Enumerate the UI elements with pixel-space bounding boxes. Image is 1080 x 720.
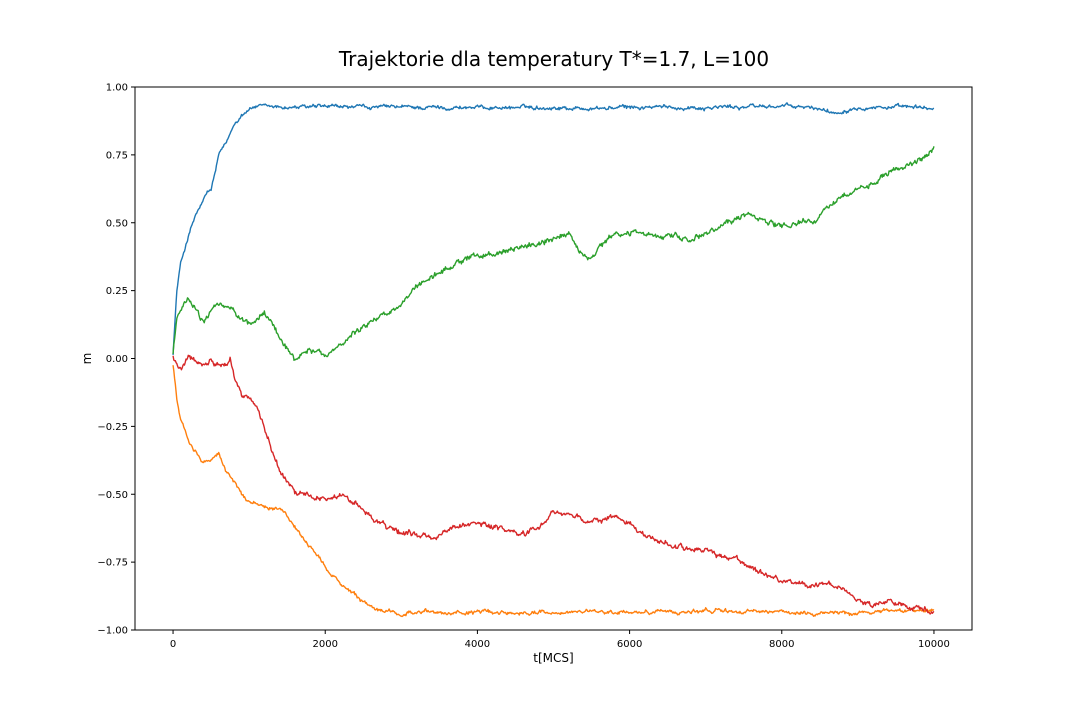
series-line-2: [172, 365, 935, 618]
y-tick-label: 0.50: [106, 218, 128, 229]
x-tick-label: 0: [170, 639, 176, 650]
x-axis-title: t[MCS]: [533, 651, 573, 665]
y-axis-title: m: [80, 353, 94, 365]
y-tick-label: −0.50: [97, 490, 128, 501]
series-line-3: [172, 146, 935, 362]
plot-frame: [134, 86, 973, 631]
x-tick-label: 4000: [465, 639, 490, 650]
y-tick-label: 0.00: [106, 354, 128, 365]
y-tick-label: −1.00: [97, 626, 128, 637]
x-tick-label: 10000: [918, 639, 950, 650]
chart-title: Trajektorie dla temperatury T*=1.7, L=10…: [338, 47, 769, 71]
y-tick-label: −0.25: [97, 422, 128, 433]
y-tick-label: 0.25: [106, 286, 128, 297]
x-tick-label: 8000: [769, 639, 794, 650]
y-tick-label: 1.00: [106, 83, 128, 94]
y-tick-label: 0.75: [106, 150, 128, 161]
series-line-4: [172, 354, 935, 615]
x-tick-label: 6000: [617, 639, 642, 650]
series-line-1: [172, 102, 935, 355]
x-tick-label: 2000: [313, 639, 338, 650]
series-layer: [172, 102, 935, 618]
axes-layer: 0 2000 4000 6000 8000 10000 −1.00 −0.75 −0.50 −0.…: [97, 83, 950, 651]
y-tick-label: −0.75: [97, 558, 128, 569]
